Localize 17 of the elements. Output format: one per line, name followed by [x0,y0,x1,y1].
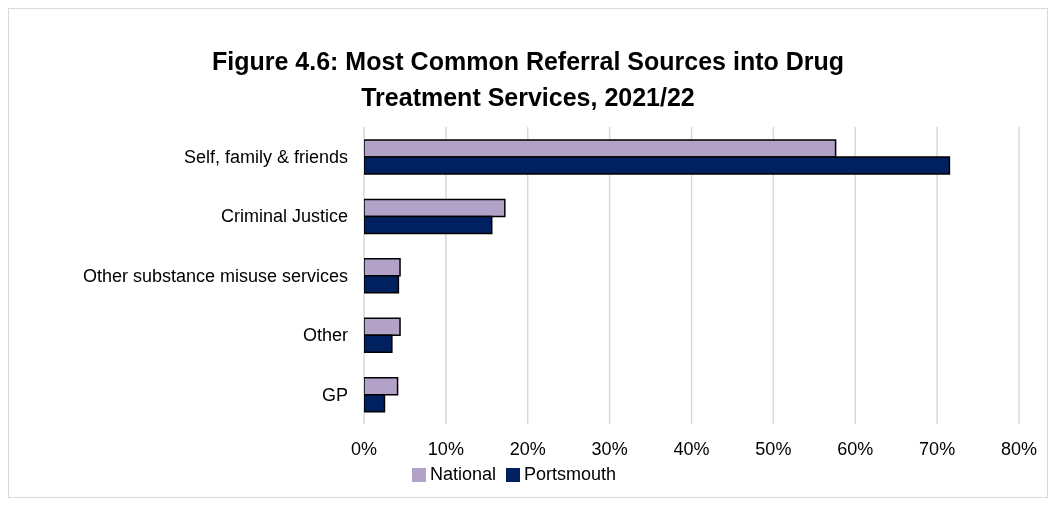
x-tick-label: 20% [509,438,546,459]
x-tick-label: 0% [350,438,378,459]
x-tick-label: 10% [427,438,464,459]
x-tick-label: 40% [673,438,710,459]
x-tick-label: 50% [755,438,792,459]
legend-label: Portsmouth [524,464,617,484]
x-tick-label: 60% [837,438,874,459]
x-tick-label: 30% [591,438,628,459]
y-tick-label: GP [321,384,348,405]
legend-label: National [429,464,496,484]
y-tick-label: Other substance misuse services [82,265,348,286]
y-tick-label: Other [302,325,348,346]
chart-title: Figure 4.6: Most Common Referral Sources into Drug Treatment Services, 2021/22 [211,46,845,113]
x-tick-label: 70% [919,438,956,459]
x-tick-label: 80% [1000,438,1038,459]
y-tick-label: Criminal Justice [220,206,348,227]
y-tick-label: Self, family & friends [183,147,348,168]
